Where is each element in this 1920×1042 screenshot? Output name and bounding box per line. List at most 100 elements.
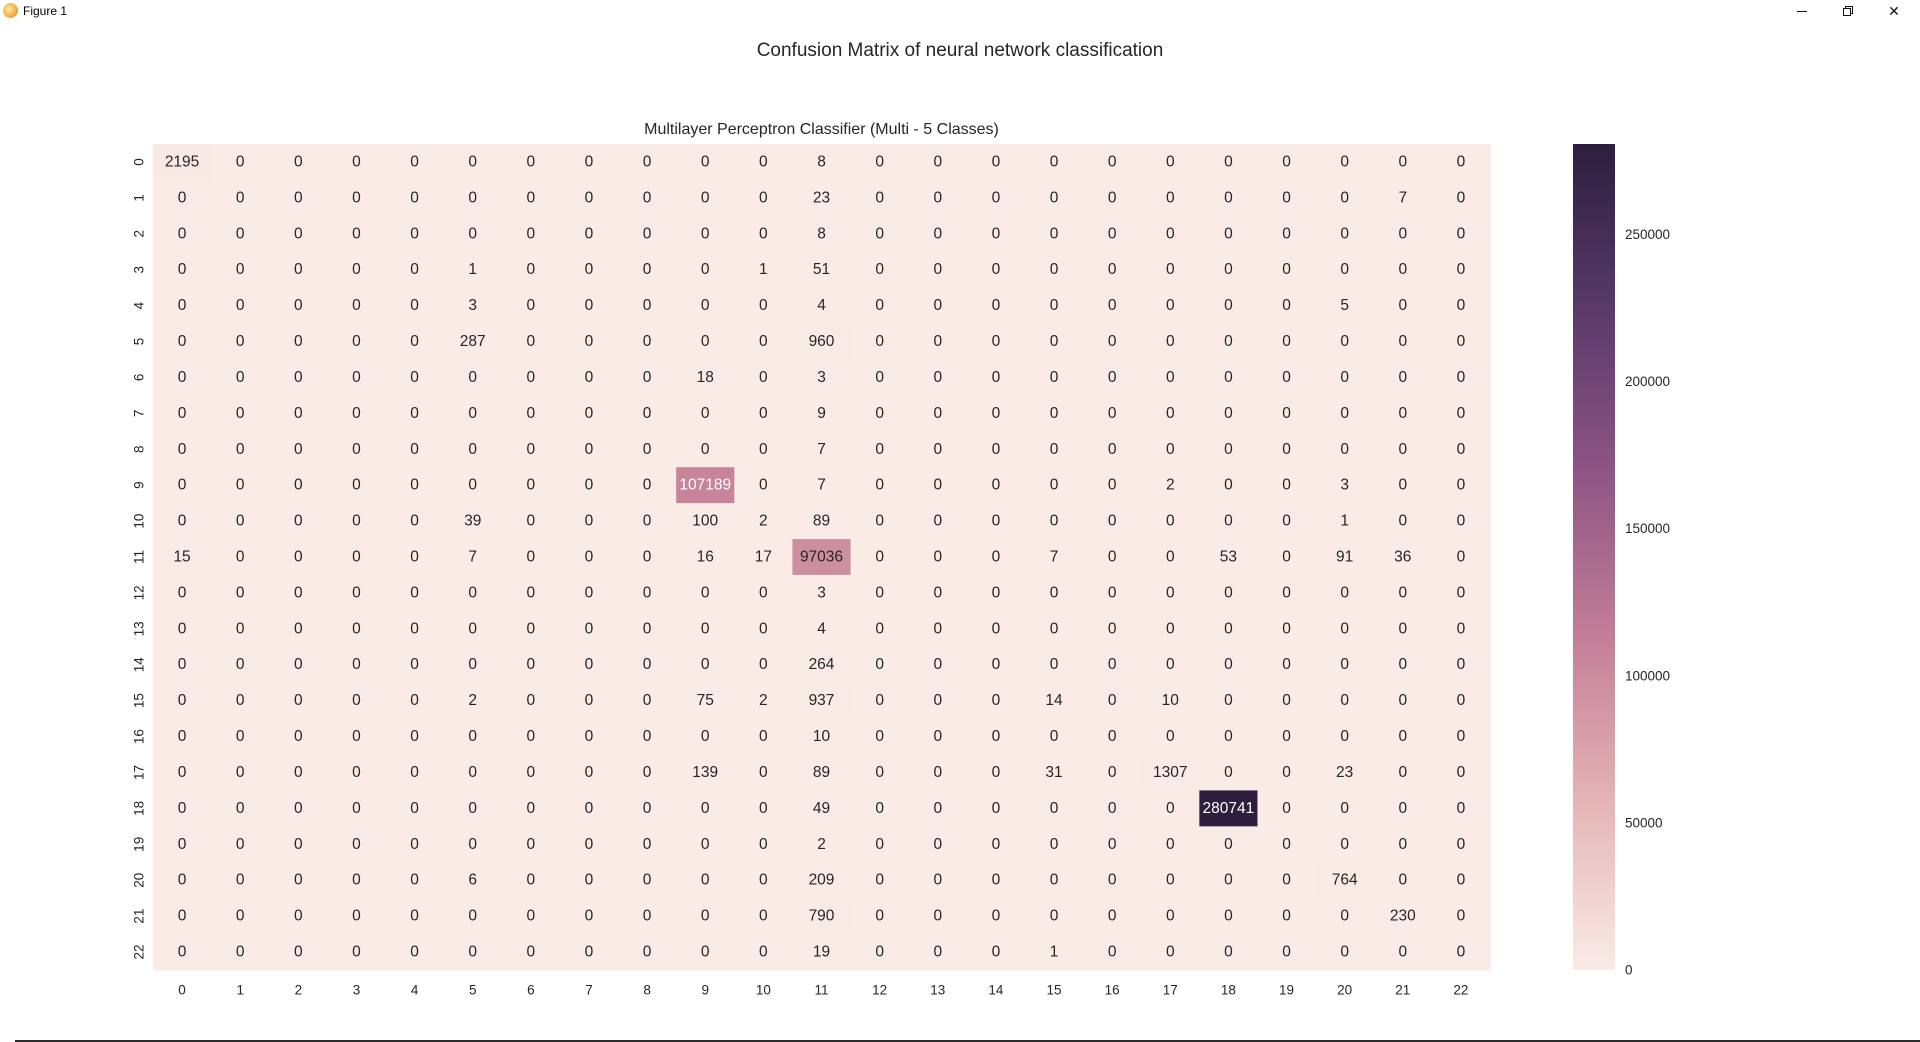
cell-label-10-17: 0 — [1166, 513, 1175, 530]
heatmap-cell-0-14 — [966, 144, 1026, 181]
cell-label-3-6: 0 — [527, 261, 536, 278]
heatmap-cell-8-6 — [501, 431, 561, 468]
restore-button[interactable] — [1825, 0, 1871, 22]
cell-label-14-20: 0 — [1340, 656, 1349, 673]
cell-label-10-11: 89 — [813, 513, 830, 530]
cell-label-5-6: 0 — [527, 333, 536, 350]
cell-label-3-15: 0 — [1050, 261, 1059, 278]
cell-label-14-12: 0 — [875, 656, 884, 673]
cell-label-3-17: 0 — [1166, 261, 1175, 278]
cell-label-2-10: 0 — [759, 225, 768, 242]
heatmap-cell-22-14 — [966, 934, 1026, 971]
heatmap-cell-14-20 — [1315, 646, 1375, 684]
cell-label-2-0: 0 — [178, 225, 187, 242]
heatmap-cell-21-0 — [153, 898, 212, 935]
cell-label-18-12: 0 — [875, 800, 884, 817]
heatmap-cell-9-21 — [1373, 467, 1433, 504]
cell-label-0-17: 0 — [1166, 153, 1175, 170]
cell-label-20-6: 0 — [527, 872, 536, 889]
cell-label-12-22: 0 — [1457, 584, 1466, 601]
heatmap-cell-22-8 — [618, 934, 677, 971]
window-title: Figure 1 — [23, 4, 68, 18]
cell-label-9-0: 0 — [178, 477, 187, 494]
cell-label-4-13: 0 — [933, 297, 942, 314]
heatmap-cell-10-16 — [1083, 503, 1142, 540]
cell-label-4-5: 3 — [468, 297, 477, 314]
heatmap-cell-8-14 — [966, 431, 1026, 468]
heatmap-cell-22-9 — [676, 934, 735, 971]
cell-label-11-8: 0 — [643, 549, 652, 566]
heatmap-cell-3-18 — [1199, 251, 1259, 289]
heatmap-cell-9-11 — [792, 467, 852, 504]
heatmap-cell-16-11 — [792, 718, 852, 756]
cell-label-15-14: 0 — [992, 692, 1001, 709]
cell-label-14-1: 0 — [236, 656, 245, 673]
cell-label-19-19: 0 — [1282, 836, 1291, 853]
heatmap-cell-15-22 — [1431, 682, 1491, 720]
heatmap-cell-7-1 — [211, 395, 270, 432]
heatmap-cell-22-17 — [1141, 934, 1200, 971]
cell-label-17-1: 0 — [236, 764, 245, 781]
heatmap-cell-10-9 — [676, 503, 735, 540]
cell-label-17-19: 0 — [1282, 764, 1291, 781]
cell-label-22-18: 0 — [1224, 944, 1233, 961]
cell-label-6-10: 0 — [759, 369, 768, 386]
cell-label-0-13: 0 — [933, 153, 942, 170]
heatmap-cell-11-20 — [1315, 539, 1375, 576]
cell-label-0-7: 0 — [585, 153, 594, 170]
heatmap-cell-4-19 — [1257, 287, 1317, 325]
cell-label-18-18: 280741 — [1203, 800, 1255, 817]
cell-label-10-5: 39 — [464, 513, 481, 530]
cell-label-6-6: 0 — [527, 369, 536, 386]
cell-label-15-10: 2 — [759, 692, 768, 709]
heatmap-cell-10-7 — [559, 503, 619, 540]
cell-label-19-3: 0 — [352, 836, 361, 853]
heatmap-cell-1-22 — [1431, 179, 1491, 217]
heatmap-cell-2-3 — [327, 215, 387, 253]
heatmap-cell-7-16 — [1083, 395, 1142, 432]
cell-label-11-14: 0 — [992, 549, 1001, 566]
cell-label-5-20: 0 — [1340, 333, 1349, 350]
cell-label-11-13: 0 — [933, 549, 942, 566]
cell-label-7-21: 0 — [1398, 405, 1407, 422]
x-tick-label-11: 11 — [814, 983, 828, 998]
cell-label-17-13: 0 — [933, 764, 942, 781]
close-button[interactable]: ✕ — [1871, 0, 1917, 22]
cell-label-8-15: 0 — [1050, 441, 1059, 458]
heatmap-cell-21-5 — [443, 898, 503, 935]
cell-label-2-2: 0 — [294, 225, 303, 242]
cell-label-10-14: 0 — [992, 513, 1001, 530]
cell-label-16-1: 0 — [236, 728, 245, 745]
heatmap-cell-11-7 — [559, 539, 619, 576]
cell-label-10-6: 0 — [527, 513, 536, 530]
heatmap-cell-19-21 — [1373, 826, 1433, 863]
cell-label-2-21: 0 — [1398, 225, 1407, 242]
cell-label-2-1: 0 — [236, 225, 245, 242]
heatmap-cell-12-19 — [1257, 574, 1317, 612]
heatmap-cell-3-20 — [1315, 251, 1375, 289]
heatmap-cell-11-19 — [1257, 539, 1317, 576]
cell-label-1-3: 0 — [352, 189, 361, 206]
cell-label-16-2: 0 — [294, 728, 303, 745]
cell-label-0-9: 0 — [701, 153, 710, 170]
heatmap-cell-22-7 — [559, 934, 619, 971]
cell-label-0-0: 2195 — [165, 153, 199, 170]
heatmap-cell-1-0 — [153, 179, 212, 217]
cell-label-20-20: 764 — [1332, 872, 1358, 889]
cell-label-20-17: 0 — [1166, 872, 1175, 889]
heatmap-cell-1-16 — [1083, 179, 1142, 217]
cell-label-16-20: 0 — [1340, 728, 1349, 745]
cell-label-9-14: 0 — [992, 477, 1001, 494]
cell-label-0-14: 0 — [992, 153, 1001, 170]
figure-suptitle: Confusion Matrix of neural network class… — [756, 40, 1164, 61]
cell-label-20-11: 209 — [809, 872, 835, 889]
cell-label-12-0: 0 — [178, 584, 187, 601]
heatmap-cell-1-7 — [559, 179, 619, 217]
heatmap-cell-21-1 — [211, 898, 270, 935]
cell-label-17-16: 0 — [1108, 764, 1117, 781]
cell-label-16-17: 0 — [1166, 728, 1175, 745]
minimize-button[interactable] — [1779, 0, 1825, 22]
heatmap-cell-5-7 — [559, 323, 619, 361]
colorbar-gradient — [1573, 144, 1615, 970]
cell-label-16-16: 0 — [1108, 728, 1117, 745]
